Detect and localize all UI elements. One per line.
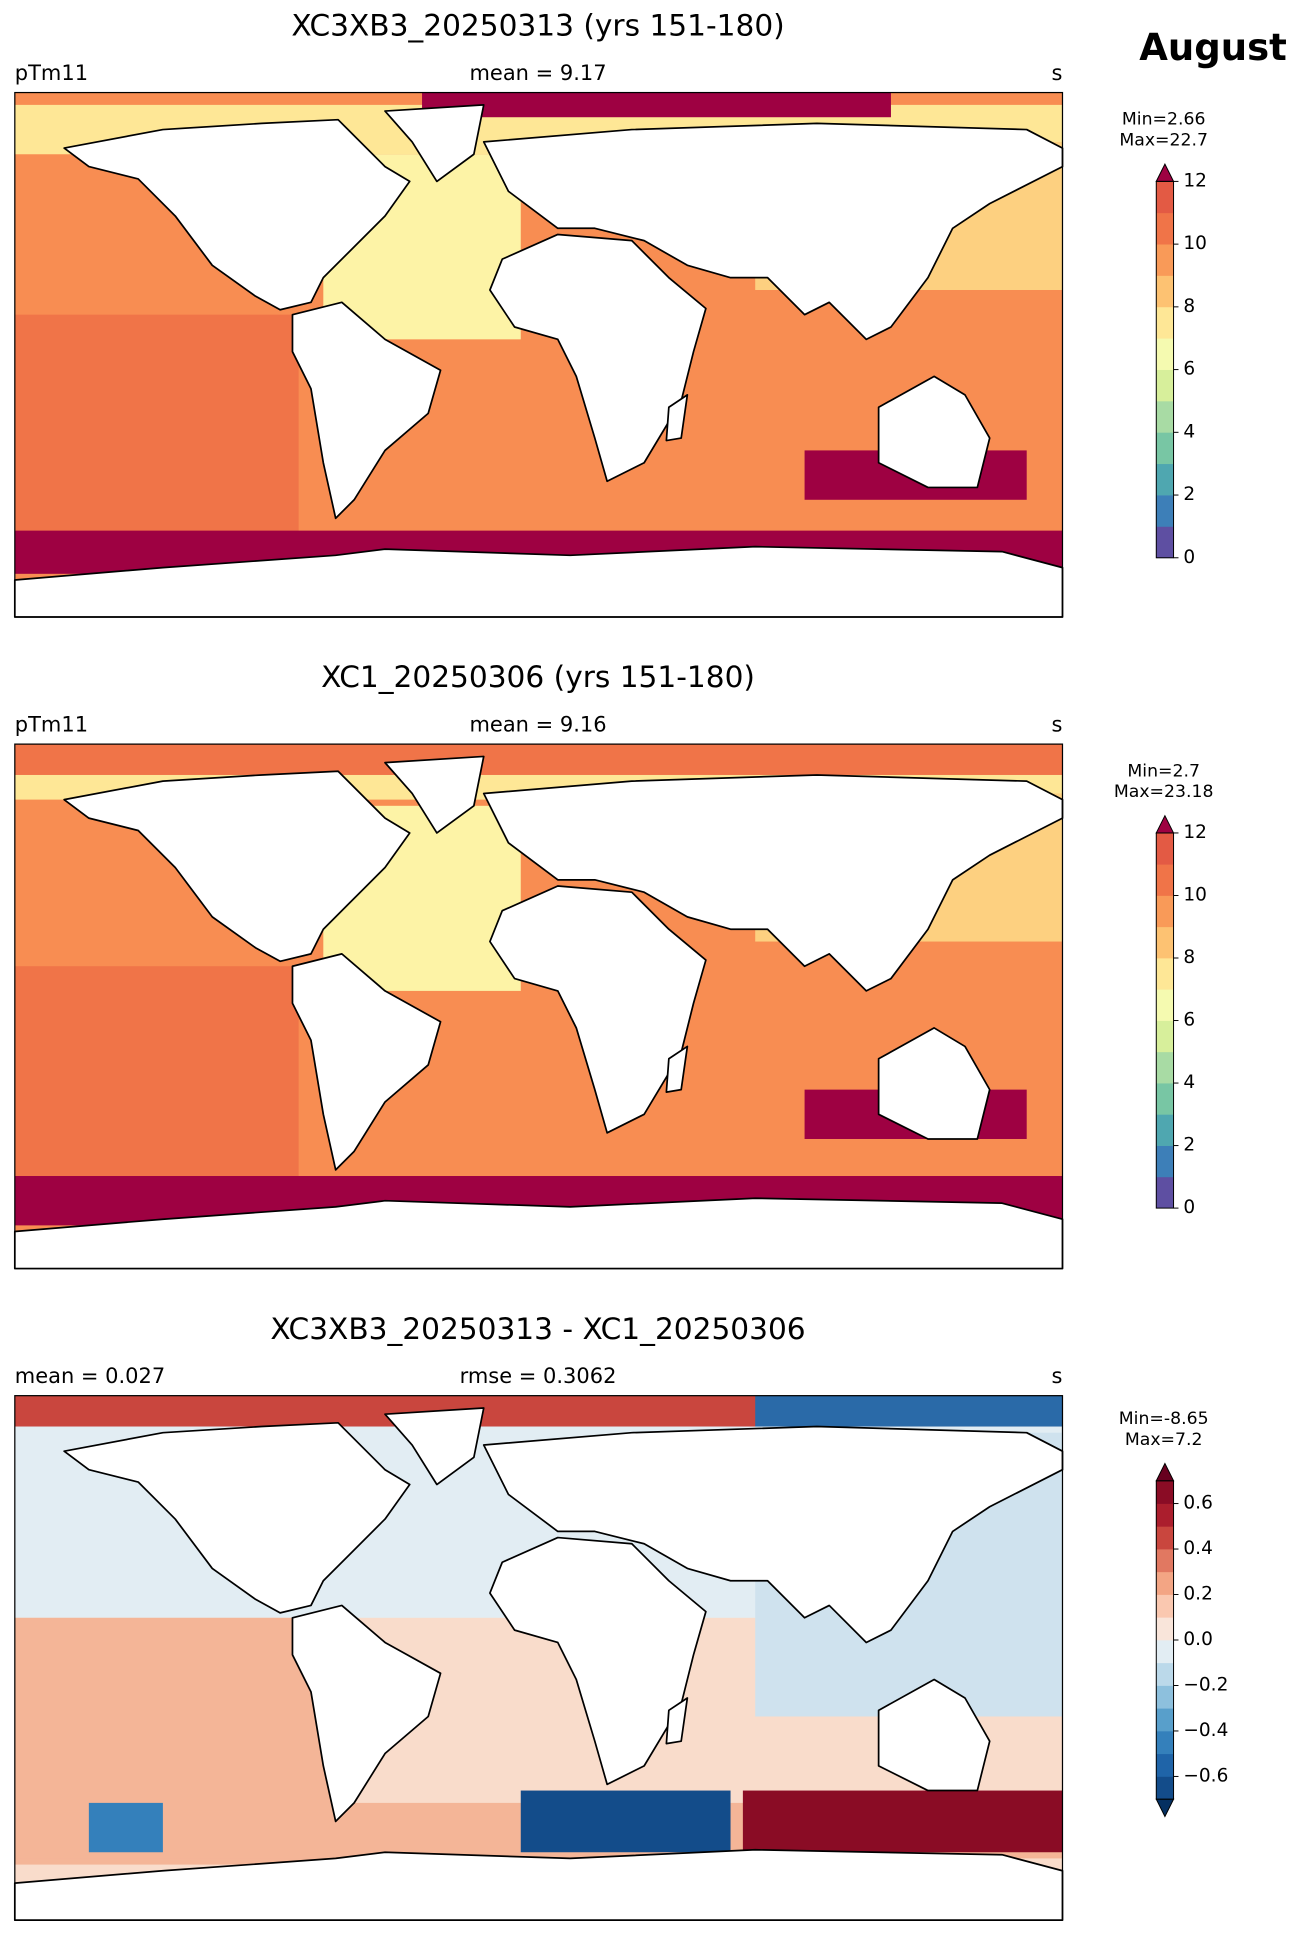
colorbar-segment	[1156, 1662, 1174, 1686]
colorbar-segment	[1156, 1639, 1174, 1664]
panel-title: XC3XB3_20250313 - XC1_20250306	[270, 1312, 805, 1346]
colorbar-segment	[1156, 832, 1174, 865]
colorbar-segment	[1156, 895, 1174, 928]
colorbar-segment	[1156, 864, 1174, 896]
left-label: pTm11	[15, 61, 88, 85]
colorbar-segment	[1156, 1051, 1174, 1084]
colorbar-segment	[1156, 1753, 1174, 1777]
colorbar-segment	[1156, 989, 1174, 1021]
colorbar-segment	[1156, 1145, 1174, 1178]
colorbar-segment	[1156, 526, 1174, 559]
colorbar-segment	[1156, 958, 1174, 990]
colorbar-segment	[1156, 495, 1174, 527]
stats-label: Min=2.7	[1127, 761, 1200, 781]
colorbar-segment	[1156, 338, 1174, 370]
colorbar-extend-max	[1155, 163, 1175, 182]
colorbar-tick-label: 8	[1183, 296, 1195, 317]
right-label: s	[1052, 61, 1063, 85]
colorbar-segment	[1156, 181, 1174, 214]
colorbar-segment	[1156, 1708, 1174, 1732]
colorbar-extend-max	[1155, 814, 1175, 834]
map-3	[13, 1395, 1064, 1921]
colorbar-segment	[1156, 1730, 1174, 1755]
colorbar-tick-label: 8	[1183, 947, 1195, 968]
map-2	[13, 743, 1064, 1270]
colorbar-tick-label: 0.2	[1183, 1584, 1212, 1605]
colorbar-tick-label: 12	[1183, 170, 1207, 191]
colorbar-segment	[1156, 1480, 1174, 1504]
colorbar-segment	[1156, 926, 1174, 959]
colorbar-segment	[1156, 212, 1174, 245]
colorbar-segment	[1156, 1594, 1174, 1618]
colorbar-tick-label: 2	[1183, 484, 1195, 505]
colorbar-tick-label: 12	[1183, 822, 1207, 843]
colorbar-segment	[1156, 400, 1174, 433]
colorbar-segment	[1156, 1571, 1174, 1595]
right-label: s	[1052, 713, 1063, 737]
map-1	[13, 91, 1064, 618]
right-label: s	[1052, 1364, 1063, 1388]
colorbar-segment	[1156, 1776, 1174, 1800]
stats-label: Min=-8.65	[1119, 1409, 1209, 1429]
colorbar-tick-label: 0.4	[1183, 1538, 1212, 1559]
left-label: pTm11	[15, 713, 88, 737]
colorbar-tick-label: −0.6	[1183, 1765, 1228, 1786]
colorbar-segment	[1156, 244, 1174, 276]
colorbar-segment	[1156, 306, 1174, 339]
panel-title: XC1_20250306 (yrs 151-180)	[321, 660, 755, 694]
colorbar-tick-label: −0.4	[1183, 1720, 1228, 1741]
colorbar-extend-min	[1155, 1798, 1175, 1818]
colorbar-segment	[1156, 1083, 1174, 1115]
colorbar-tick-label: 0.6	[1183, 1493, 1212, 1514]
figure-label: August	[1139, 26, 1287, 69]
colorbar-segment	[1156, 1503, 1174, 1527]
colorbar-segment	[1156, 1685, 1174, 1709]
colorbar-tick-label: 4	[1183, 421, 1195, 442]
colorbar-tick-label: 6	[1183, 1010, 1195, 1031]
colorbar-segment	[1156, 432, 1174, 465]
colorbar-tick-label: −0.2	[1183, 1674, 1228, 1695]
colorbar-segment	[1156, 1617, 1174, 1641]
colorbar-tick-label: 10	[1183, 884, 1207, 905]
colorbar-segment	[1156, 1526, 1174, 1550]
colorbar-tick-label: 0.0	[1183, 1629, 1212, 1650]
colorbar-tick-label: 6	[1183, 359, 1195, 380]
left-label: mean = 0.027	[15, 1364, 165, 1388]
panel-title: XC3XB3_20250313 (yrs 151-180)	[291, 9, 784, 43]
colorbar-segment	[1156, 275, 1174, 308]
colorbar-segment	[1156, 369, 1174, 402]
stats-label: Max=7.2	[1125, 1430, 1203, 1450]
stats-label: Max=23.18	[1114, 782, 1214, 802]
colorbar-tick-label: 0	[1183, 547, 1195, 568]
colorbar-segment	[1156, 1020, 1174, 1053]
colorbar-extend-max	[1155, 1462, 1175, 1482]
center-label: rmse = 0.3062	[460, 1364, 617, 1388]
center-label: mean = 9.17	[470, 61, 607, 85]
colorbar-tick-label: 10	[1183, 233, 1207, 254]
stats-label: Min=2.66	[1122, 110, 1206, 130]
colorbar-segment	[1156, 1114, 1174, 1146]
colorbar-tick-label: 4	[1183, 1072, 1195, 1093]
colorbar-segment	[1156, 1549, 1174, 1573]
colorbar-segment	[1156, 463, 1174, 496]
stats-label: Max=22.7	[1119, 131, 1208, 151]
colorbar-tick-label: 2	[1183, 1135, 1195, 1156]
colorbar-segment	[1156, 1176, 1174, 1209]
colorbar-tick-label: 0	[1183, 1197, 1195, 1218]
center-label: mean = 9.16	[470, 713, 607, 737]
